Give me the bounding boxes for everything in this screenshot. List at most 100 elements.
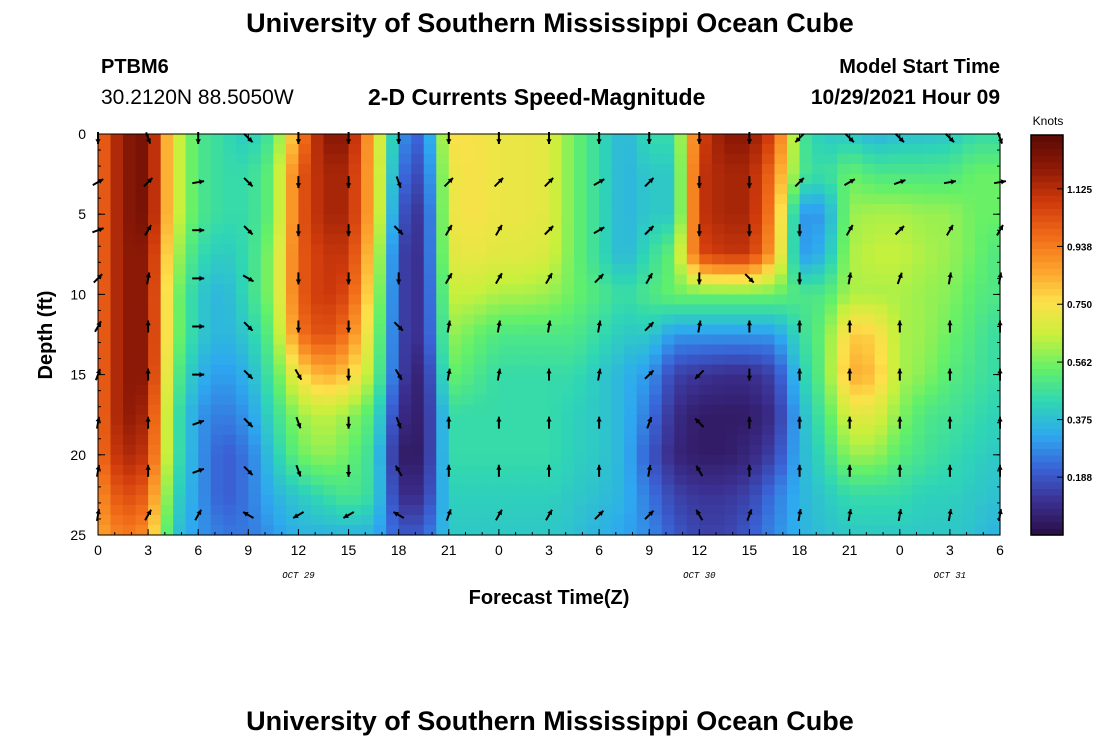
heatmap-cell	[887, 404, 901, 416]
heatmap-cell	[248, 344, 262, 356]
heatmap-cell	[323, 304, 337, 316]
heatmap-cell	[285, 344, 300, 356]
heatmap-cell	[849, 334, 863, 346]
arrow-head	[796, 231, 803, 237]
heatmap-cell	[774, 274, 788, 285]
heatmap-cell	[423, 494, 437, 506]
heatmap-cell	[749, 134, 763, 145]
heatmap-cell	[285, 414, 300, 426]
heatmap-cell	[736, 304, 751, 316]
heatmap-cell	[185, 444, 199, 456]
heatmap-cell	[624, 244, 638, 255]
heatmap-cell	[185, 294, 199, 306]
heatmap-cell	[987, 354, 1001, 366]
heatmap-cell	[235, 484, 249, 496]
colorbar-segment	[1031, 261, 1063, 269]
heatmap-cell	[235, 404, 249, 416]
heatmap-cell	[761, 264, 776, 275]
heatmap-cell	[511, 324, 525, 336]
heatmap-cell	[674, 344, 688, 356]
heatmap-cell	[185, 524, 199, 536]
heatmap-cell	[912, 284, 926, 295]
heatmap-cell	[273, 224, 287, 235]
heatmap-cell	[611, 334, 625, 346]
heatmap-cell	[160, 214, 174, 225]
heatmap-cell	[123, 474, 137, 486]
heatmap-cell	[235, 384, 249, 396]
current-arrow	[695, 509, 704, 521]
arrow-head	[796, 368, 803, 374]
heatmap-cell	[110, 484, 124, 496]
heatmap-cell	[498, 204, 513, 215]
heatmap-cell	[498, 334, 513, 346]
current-arrow	[345, 224, 352, 237]
heatmap-cell	[135, 304, 149, 316]
heatmap-cell	[135, 274, 149, 285]
arrow-head	[446, 139, 452, 144]
heatmap-cell	[674, 394, 688, 406]
heatmap-cell	[198, 154, 212, 165]
heatmap-cell	[185, 254, 199, 265]
arrow-head	[247, 325, 253, 331]
heatmap-cell	[599, 424, 613, 436]
heatmap-cell	[423, 254, 437, 265]
heatmap-cell	[260, 474, 274, 486]
x-tick-label: 21	[441, 542, 457, 558]
heatmap-cell	[736, 514, 751, 526]
heatmap-cell	[924, 374, 938, 386]
heatmap-cell	[849, 174, 863, 185]
heatmap-cell	[561, 264, 575, 275]
heatmap-cell	[774, 454, 788, 466]
heatmap-cell	[661, 294, 675, 306]
heatmap-cell	[899, 134, 913, 145]
colorbar-segment	[1031, 461, 1063, 469]
heatmap-cell	[824, 524, 838, 536]
heatmap-cell	[361, 434, 375, 446]
heatmap-cell	[536, 354, 550, 366]
heatmap-cell	[135, 134, 149, 145]
heatmap-cell	[699, 524, 713, 536]
heatmap-cell	[98, 454, 112, 466]
heatmap-cell	[411, 224, 425, 235]
colorbar-segment	[1031, 428, 1063, 436]
heatmap-cell	[862, 354, 876, 366]
heatmap-cell	[661, 304, 675, 316]
current-arrow	[292, 511, 305, 519]
heatmap-cell	[398, 304, 412, 316]
heatmap-cell	[373, 464, 387, 476]
heatmap-cell	[837, 204, 851, 215]
arrow-head	[345, 139, 352, 144]
heatmap-cell	[98, 244, 112, 255]
heatmap-cell	[787, 464, 801, 476]
y-tick-label: 10	[70, 286, 86, 302]
arrow-head	[646, 464, 652, 471]
heatmap-cell	[799, 144, 813, 155]
heatmap-cell	[436, 294, 450, 306]
heatmap-cell	[298, 474, 312, 486]
heatmap-cell	[924, 434, 938, 446]
heatmap-cell	[235, 284, 249, 295]
current-arrow	[295, 272, 302, 285]
heatmap-cell	[574, 214, 588, 225]
heatmap-cell	[210, 284, 224, 295]
heatmap-cell	[849, 484, 863, 496]
current-arrow	[345, 176, 352, 189]
heatmap-cell	[887, 444, 901, 456]
heatmap-cell	[173, 164, 187, 175]
heatmap-cell	[361, 334, 375, 346]
heatmap-cell	[473, 474, 487, 486]
arrow-head	[596, 368, 602, 374]
heatmap-cell	[448, 524, 462, 536]
heatmap-cell	[799, 204, 813, 215]
heatmap-cell	[298, 234, 312, 245]
heatmap-cell	[887, 214, 901, 225]
heatmap-cell	[298, 304, 312, 316]
heatmap-cell	[761, 274, 776, 285]
y-tick-label: 15	[70, 367, 86, 383]
heatmap-cell	[461, 524, 475, 536]
arrow-head	[147, 177, 153, 184]
heatmap-cell	[611, 134, 625, 145]
heatmap-cell	[724, 434, 738, 446]
heatmap-cell	[949, 254, 964, 265]
